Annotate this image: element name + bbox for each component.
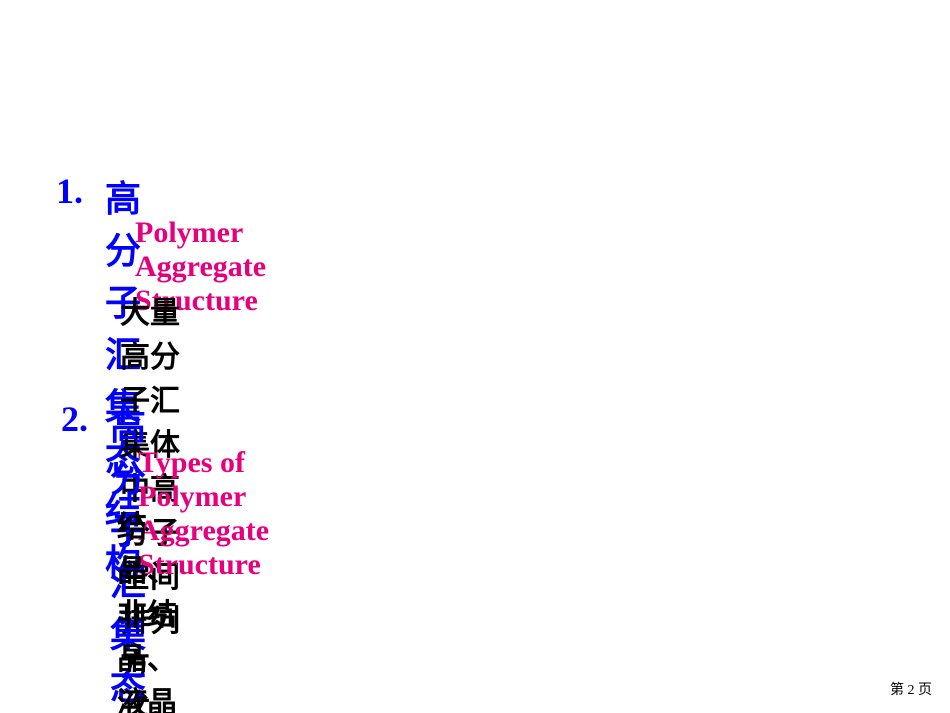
- section-2-body: 结晶、非结晶、液晶态、取向态、织态: [117, 502, 177, 713]
- section-2-number: 2.: [61, 398, 88, 440]
- slide: 1. 高分子汇集态结构 Polymer Aggregate Structure …: [0, 0, 950, 713]
- section-1-number: 1.: [56, 170, 83, 212]
- page-footer: 第 2 页: [890, 679, 932, 699]
